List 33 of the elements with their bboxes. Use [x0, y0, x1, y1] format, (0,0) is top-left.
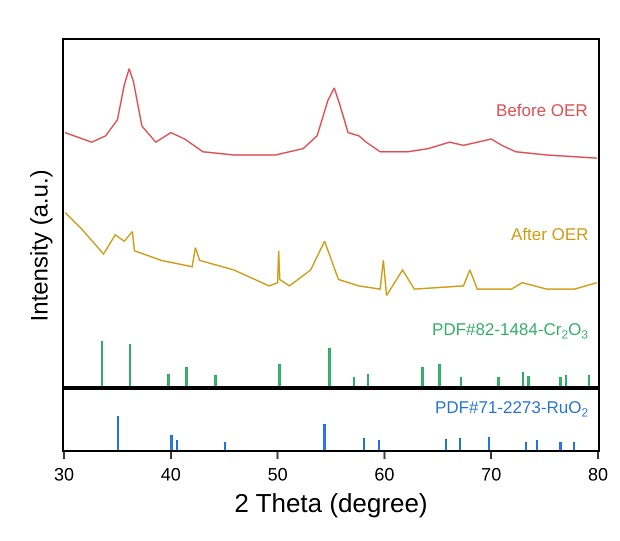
bar	[536, 440, 538, 450]
x-tick-label: 30	[54, 464, 74, 485]
bar	[185, 367, 188, 388]
x-tick-label: 40	[160, 464, 181, 485]
bar	[170, 435, 173, 450]
bar	[224, 442, 226, 450]
bar	[445, 439, 447, 450]
bar	[323, 424, 326, 450]
x-tick-label: 70	[481, 464, 502, 485]
bar	[525, 442, 527, 450]
x-tick-label: 80	[588, 464, 608, 485]
x-tick-label: 60	[374, 464, 394, 485]
x-axis-title: 2 Theta (degree)	[234, 488, 428, 518]
bar	[278, 364, 281, 388]
bar	[438, 364, 441, 388]
bar	[117, 416, 119, 450]
bar	[176, 440, 178, 450]
series-label: PDF#71-2273-RuO$_{2}$	[435, 398, 588, 420]
bar	[488, 437, 490, 450]
series-label: Before OER	[496, 101, 588, 120]
bar	[421, 367, 424, 388]
bar	[328, 348, 331, 388]
bar	[363, 438, 365, 450]
x-tick-label: 50	[268, 464, 288, 485]
bar	[129, 344, 131, 388]
bar	[459, 438, 461, 450]
bar	[559, 442, 562, 450]
bar	[378, 440, 380, 450]
series-label: PDF#82-1484-Cr$_{2}$O$_{3}$	[432, 320, 588, 342]
y-axis-title: Intensity (a.u.)	[26, 169, 54, 322]
bar	[101, 341, 103, 388]
bar	[573, 442, 575, 450]
text: After OER	[511, 225, 588, 244]
